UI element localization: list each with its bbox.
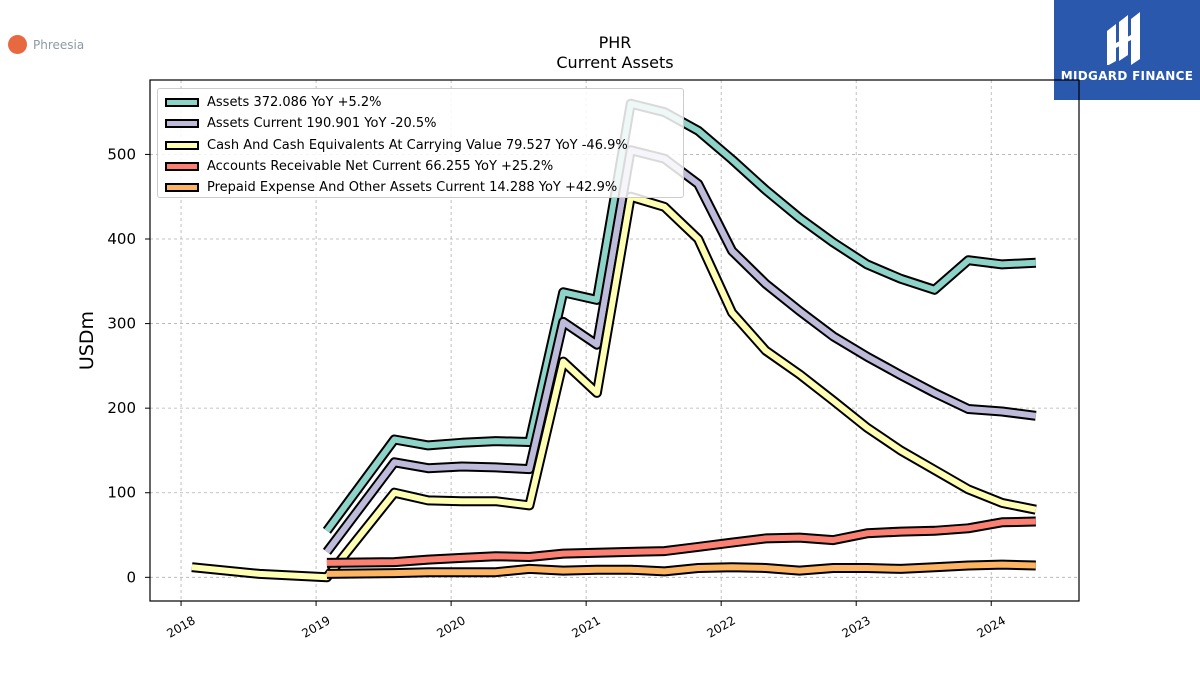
series-line-1 bbox=[324, 147, 1037, 554]
x-tick-label: 2023 bbox=[839, 613, 872, 640]
series-lines bbox=[191, 98, 1037, 583]
midgard-finance-logo: MIDGARD FINANCE bbox=[1054, 0, 1200, 100]
y-tick-label: 100 bbox=[107, 484, 136, 502]
legend-item: Assets Current 190.901 YoY -20.5% bbox=[165, 113, 683, 134]
series-line-2 bbox=[191, 193, 1037, 581]
legend-item: Cash And Cash Equivalents At Carrying Va… bbox=[165, 135, 683, 156]
legend-label: Accounts Receivable Net Current 66.255 Y… bbox=[207, 159, 554, 175]
chart-legend: Assets 372.086 YoY +5.2% Assets Current 1… bbox=[157, 88, 684, 198]
chart-subtitle: Current Assets bbox=[556, 53, 674, 72]
y-tick-label: 200 bbox=[107, 399, 136, 417]
series-line-outline bbox=[322, 145, 1037, 555]
y-tick-label: 0 bbox=[126, 568, 136, 586]
legend-swatch bbox=[165, 119, 199, 129]
legend-label: Cash And Cash Equivalents At Carrying Va… bbox=[207, 137, 628, 153]
legend-swatch bbox=[165, 140, 199, 150]
x-tick-label: 2019 bbox=[299, 613, 332, 640]
legend-swatch bbox=[165, 183, 199, 193]
chart-title: PHR bbox=[598, 33, 632, 52]
x-tick-label: 2024 bbox=[975, 613, 1008, 640]
y-tick-label: 400 bbox=[107, 230, 136, 248]
y-tick-label: 300 bbox=[107, 315, 136, 333]
phreesia-logo-text: Phreesia bbox=[33, 37, 85, 52]
legend-item: Assets 372.086 YoY +5.2% bbox=[165, 92, 683, 113]
legend-label: Prepaid Expense And Other Assets Current… bbox=[207, 180, 618, 196]
x-tick-label: 2022 bbox=[704, 613, 737, 640]
series-line-4 bbox=[326, 561, 1036, 577]
series-line-3 bbox=[326, 518, 1036, 566]
midgard-logo-icon bbox=[1107, 12, 1140, 65]
legend-item: Prepaid Expense And Other Assets Current… bbox=[165, 177, 683, 198]
y-tick-label: 500 bbox=[107, 145, 136, 163]
phreesia-logo-icon bbox=[8, 35, 27, 54]
x-tick-label: 2021 bbox=[569, 613, 602, 640]
legend-label: Assets 372.086 YoY +5.2% bbox=[207, 95, 382, 111]
plot-frame bbox=[149, 79, 1080, 602]
legend-swatch bbox=[165, 98, 199, 108]
x-tick-label: 2018 bbox=[164, 613, 197, 640]
legend-swatch bbox=[165, 162, 199, 172]
x-tick-label: 2020 bbox=[434, 613, 467, 640]
y-axis-label: USDm bbox=[76, 311, 98, 370]
series-line-0 bbox=[324, 100, 1036, 533]
midgard-logo-text: MIDGARD FINANCE bbox=[1060, 69, 1194, 83]
legend-label: Assets Current 190.901 YoY -20.5% bbox=[207, 116, 437, 132]
legend-item: Accounts Receivable Net Current 66.255 Y… bbox=[165, 156, 683, 177]
phreesia-logo: Phreesia bbox=[8, 35, 84, 54]
